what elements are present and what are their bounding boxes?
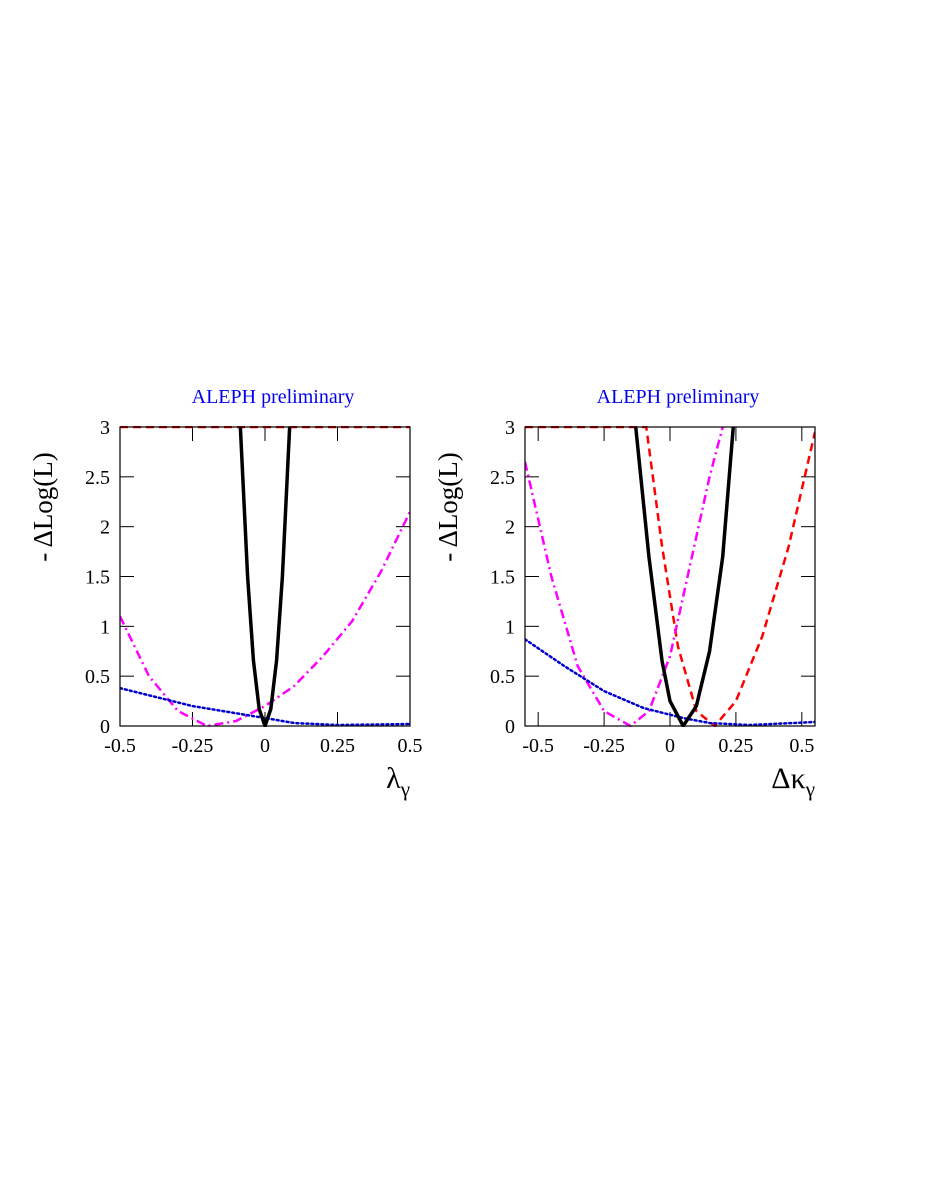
y-tick-label: 0.5 [490, 666, 515, 688]
x-tick-label: 0 [260, 735, 270, 757]
curve [525, 426, 724, 727]
chart-title: ALEPH preliminary [597, 386, 760, 408]
y-tick-label: 3 [100, 417, 110, 439]
plot-frame [119, 426, 411, 727]
curve [120, 686, 410, 727]
panel: ALEPH preliminary - ΔLog(L) Δκγ 0 0.5 1 1.5 2 2.… [433, 386, 816, 801]
curve [238, 426, 292, 727]
plot-frame [524, 426, 816, 727]
y-tick-label: 3 [505, 417, 515, 439]
x-tick-label: 0.5 [789, 735, 814, 757]
y-tick-label: 2.5 [85, 467, 110, 489]
y-tick-label: 2.5 [490, 467, 515, 489]
x-axis-label: Δκγ [771, 762, 815, 801]
x-tick-label: 0 [665, 735, 675, 757]
x-label-symbol: λ [386, 762, 401, 795]
curve [525, 426, 815, 727]
y-tick-label: 2 [100, 517, 110, 539]
x-tick-label: 0.25 [718, 735, 753, 757]
y-tick-label: 0.5 [85, 666, 110, 688]
curve [633, 426, 736, 727]
y-axis-label: - ΔLog(L) [433, 452, 463, 562]
y-tick-label: 1 [505, 616, 515, 638]
x-label-subscript: γ [805, 777, 815, 801]
y-tick-label: 0 [505, 716, 515, 738]
y-tick-label: 1.5 [490, 567, 515, 589]
x-label-subscript: γ [400, 777, 410, 801]
y-axis-label: - ΔLog(L) [28, 452, 58, 562]
y-tick-label: 2 [505, 517, 515, 539]
chart-title: ALEPH preliminary [192, 386, 355, 408]
x-tick-label: -0.5 [522, 735, 554, 757]
x-tick-label: -0.25 [172, 735, 214, 757]
curve [120, 511, 410, 727]
x-label-symbol: Δκ [771, 762, 805, 795]
y-tick-label: 1.5 [85, 567, 110, 589]
x-tick-label: 0.25 [320, 735, 355, 757]
x-tick-label: 0.5 [398, 735, 423, 757]
panel: ALEPH preliminary - ΔLog(L) λγ 0 0.5 1 1.5 2 2.5… [28, 386, 423, 801]
curve [525, 638, 815, 727]
y-tick-label: 1 [100, 616, 110, 638]
x-tick-label: -0.5 [104, 735, 136, 757]
x-tick-label: -0.25 [583, 735, 625, 757]
y-tick-label: 0 [100, 716, 110, 738]
x-axis-label: λγ [386, 762, 410, 801]
